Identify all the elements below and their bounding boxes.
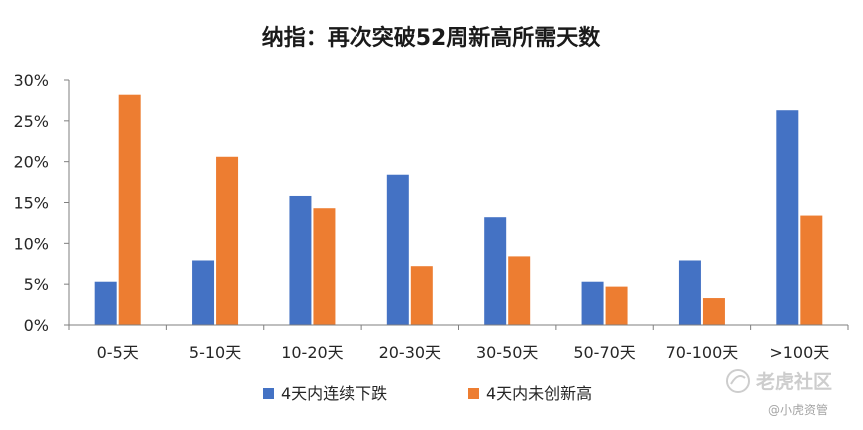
- x-tick-label: 30-50天: [476, 343, 539, 362]
- bar-series-1: [581, 281, 604, 325]
- legend-label: 4天内连续下跌: [281, 384, 387, 403]
- y-tick-label: 25%: [13, 112, 49, 131]
- x-tick-label: 10-20天: [281, 343, 344, 362]
- bar-series-1: [776, 110, 799, 325]
- bar-series-2: [508, 256, 531, 325]
- y-axis: 0% 5% 10% 15% 20% 25% 30%: [13, 71, 70, 335]
- watermark-brand: 老虎社区: [756, 370, 832, 393]
- tiger-logo-icon: [726, 369, 750, 393]
- watermark: 老虎社区 @小虎资管: [726, 369, 832, 417]
- bar-series-2: [605, 286, 628, 325]
- x-axis: 0-5天 5-10天 10-20天 20-30天 30-50天 50-70天 70-100天…: [68, 324, 849, 362]
- y-tick-label: 15%: [13, 194, 49, 213]
- y-tick-label: 0%: [24, 316, 49, 335]
- bar-series-1: [192, 260, 215, 325]
- bar-series-2: [702, 298, 725, 325]
- x-tick-label: 5-10天: [189, 343, 241, 362]
- bars: [94, 94, 823, 325]
- bar-series-2: [216, 156, 239, 325]
- bar-series-1: [484, 217, 507, 325]
- legend-swatch: [263, 388, 274, 399]
- bar-series-1: [386, 174, 409, 325]
- chart-title: 纳指：再次突破52周新高所需天数: [262, 25, 602, 51]
- bar-series-2: [118, 94, 141, 325]
- x-tick-label: >100天: [769, 343, 829, 362]
- bar-series-2: [313, 208, 336, 325]
- bar-series-1: [289, 195, 312, 325]
- legend: 4天内连续下跌 4天内未创新高: [263, 384, 592, 403]
- y-tick-label: 20%: [13, 153, 49, 172]
- bar-series-2: [800, 215, 823, 325]
- y-tick-label: 30%: [13, 71, 49, 90]
- x-tick-label: 50-70天: [573, 343, 636, 362]
- x-tick-label: 0-5天: [97, 343, 139, 362]
- y-tick-label: 5%: [24, 275, 49, 294]
- legend-label: 4天内未创新高: [486, 384, 592, 403]
- x-tick-label: 70-100天: [666, 343, 739, 362]
- bar-series-1: [678, 260, 701, 325]
- legend-swatch: [468, 388, 479, 399]
- x-tick-label: 20-30天: [379, 343, 442, 362]
- y-tick-label: 10%: [13, 234, 49, 253]
- bar-series-2: [410, 266, 433, 325]
- bar-series-1: [94, 281, 117, 325]
- watermark-handle: @小虎资管: [768, 402, 828, 417]
